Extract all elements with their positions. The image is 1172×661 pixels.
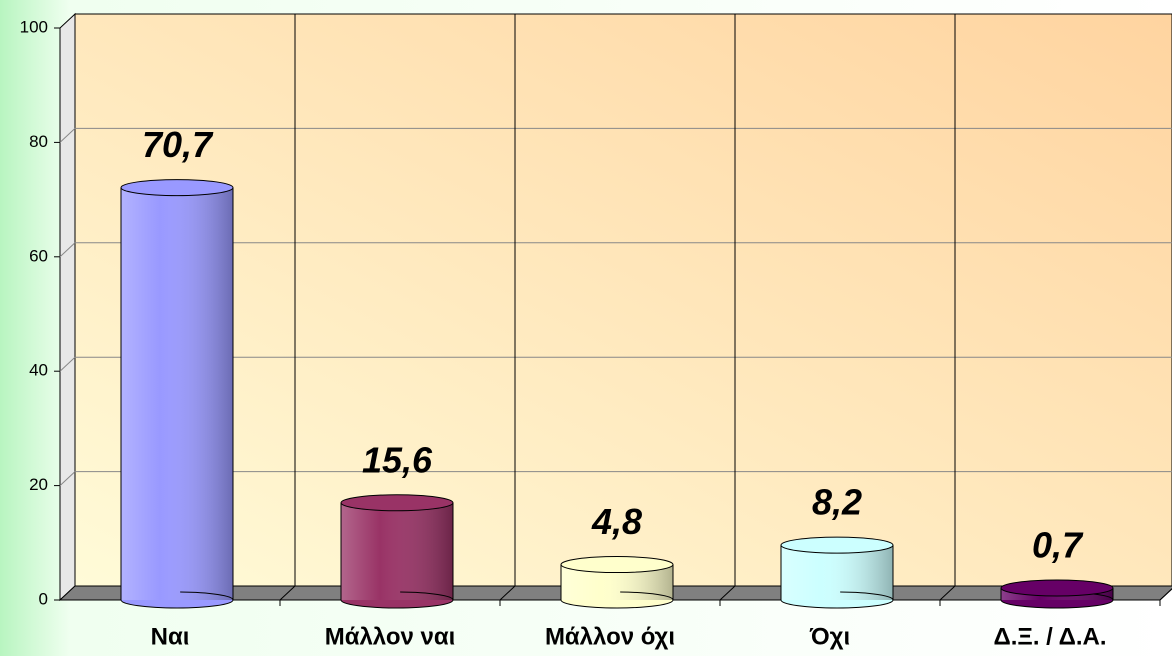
side-wall — [59, 12, 76, 602]
category-divider — [719, 585, 736, 601]
bar-top — [560, 556, 674, 574]
grid-line — [59, 242, 76, 258]
y-tick-label: 20 — [29, 475, 48, 494]
y-tick-label: 100 — [20, 17, 48, 36]
value-label: 15,6 — [362, 439, 433, 480]
bar-shade — [341, 502, 453, 600]
category-divider — [1159, 588, 1172, 601]
category-divider — [499, 585, 516, 601]
category-divider — [279, 585, 296, 601]
value-label: 70,7 — [142, 124, 214, 165]
bar-top — [1000, 579, 1114, 597]
y-tick-label: 0 — [39, 589, 48, 608]
y-tick-label: 40 — [29, 361, 48, 380]
y-tick-label: 80 — [29, 132, 48, 151]
category-divider — [939, 585, 956, 601]
x-tick-label: Όχι — [809, 623, 850, 650]
value-label: 4,8 — [591, 501, 642, 542]
x-tick-label: Ναι — [151, 623, 190, 650]
grid-line — [59, 356, 76, 372]
grid-line — [59, 471, 76, 486]
bar-top — [340, 494, 454, 512]
bar-top — [780, 536, 894, 554]
bar-shade — [781, 545, 893, 600]
x-tick-label: Μάλλον όχι — [545, 623, 675, 650]
bar-top — [120, 179, 234, 197]
x-tick-label: Δ.Ξ. / Δ.Α. — [993, 623, 1106, 650]
y-tick-label: 60 — [29, 246, 48, 265]
value-label: 0,7 — [1032, 525, 1084, 566]
grid-line — [59, 128, 76, 143]
back-wall — [74, 13, 1172, 587]
bar-shade — [121, 187, 233, 600]
x-tick-label: Μάλλον ναι — [325, 623, 456, 650]
value-label: 8,2 — [812, 482, 862, 523]
